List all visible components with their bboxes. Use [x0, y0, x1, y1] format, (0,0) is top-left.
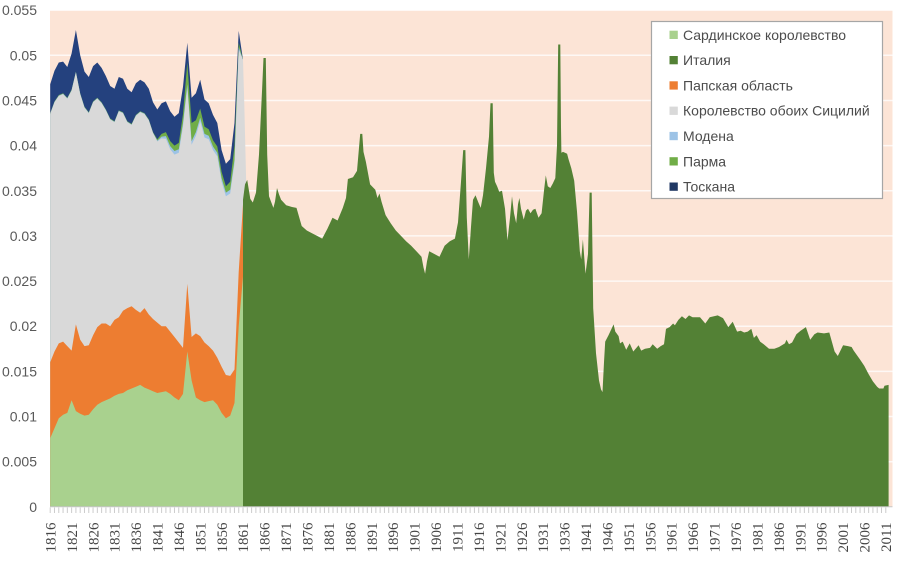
svg-text:0.04: 0.04 [10, 138, 37, 154]
svg-text:1856: 1856 [215, 522, 231, 553]
svg-text:1986: 1986 [772, 522, 788, 553]
svg-text:0.045: 0.045 [2, 93, 37, 109]
svg-text:1901: 1901 [408, 523, 424, 553]
svg-text:1941: 1941 [579, 523, 595, 553]
svg-text:0.035: 0.035 [2, 183, 37, 199]
svg-text:1926: 1926 [515, 522, 531, 553]
svg-text:1976: 1976 [729, 522, 745, 553]
svg-text:Тоскана: Тоскана [683, 179, 735, 195]
svg-text:Парма: Парма [683, 153, 726, 169]
svg-text:1936: 1936 [558, 522, 574, 553]
svg-text:1981: 1981 [750, 523, 766, 553]
svg-text:0.02: 0.02 [10, 318, 37, 334]
svg-text:1906: 1906 [429, 522, 445, 553]
svg-text:0.05: 0.05 [10, 47, 37, 63]
svg-text:0.025: 0.025 [2, 273, 37, 289]
svg-text:2006: 2006 [858, 522, 874, 553]
svg-text:1896: 1896 [386, 522, 402, 553]
svg-text:0.01: 0.01 [10, 409, 37, 425]
svg-text:1961: 1961 [665, 523, 681, 553]
svg-text:0.005: 0.005 [2, 454, 37, 470]
svg-text:1816: 1816 [43, 522, 59, 553]
svg-text:1826: 1826 [86, 522, 102, 553]
svg-text:0.03: 0.03 [10, 228, 37, 244]
svg-text:2001: 2001 [836, 523, 852, 553]
svg-text:1886: 1886 [343, 522, 359, 553]
svg-text:1911: 1911 [451, 523, 467, 552]
svg-text:1996: 1996 [815, 522, 831, 553]
svg-text:1921: 1921 [493, 523, 509, 553]
svg-text:1931: 1931 [536, 523, 552, 553]
svg-text:1956: 1956 [643, 522, 659, 553]
svg-text:1951: 1951 [622, 523, 638, 553]
svg-text:Италия: Италия [683, 52, 731, 68]
svg-text:1891: 1891 [365, 523, 381, 553]
svg-text:1946: 1946 [601, 522, 617, 553]
svg-text:Королевство обоих Сицилий: Королевство обоих Сицилий [683, 103, 870, 119]
svg-text:2011: 2011 [879, 523, 895, 552]
svg-text:1916: 1916 [472, 522, 488, 553]
svg-text:1846: 1846 [172, 522, 188, 553]
svg-text:1866: 1866 [258, 522, 274, 553]
svg-text:1881: 1881 [322, 523, 338, 553]
svg-text:1991: 1991 [793, 523, 809, 553]
svg-text:1871: 1871 [279, 523, 295, 553]
svg-text:1971: 1971 [708, 523, 724, 553]
svg-text:1836: 1836 [129, 522, 145, 553]
svg-text:Папская область: Папская область [683, 77, 793, 93]
svg-text:Сардинское королевство: Сардинское королевство [683, 27, 846, 43]
svg-text:1821: 1821 [65, 523, 81, 553]
svg-text:0.015: 0.015 [2, 363, 37, 379]
svg-text:1876: 1876 [301, 522, 317, 553]
svg-text:1841: 1841 [151, 523, 167, 553]
svg-text:1831: 1831 [108, 523, 124, 553]
svg-text:1851: 1851 [193, 523, 209, 553]
svg-text:0: 0 [29, 499, 37, 515]
svg-text:0.055: 0.055 [2, 2, 37, 18]
svg-text:1861: 1861 [236, 523, 252, 553]
svg-text:Модена: Модена [683, 128, 734, 144]
svg-text:1966: 1966 [686, 522, 702, 553]
